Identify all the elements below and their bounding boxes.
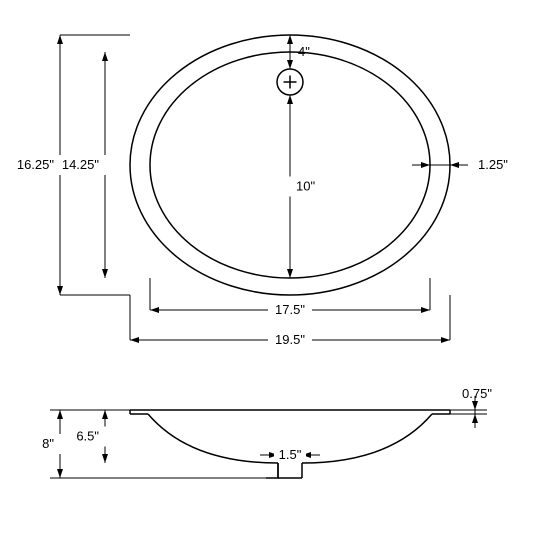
dim-label: 16.25" xyxy=(17,157,55,172)
dim-label: 0.75" xyxy=(462,386,492,401)
dim-label: 1.25" xyxy=(478,157,508,172)
bowl-left xyxy=(148,414,278,463)
dim-label: 10" xyxy=(296,179,315,194)
dim-label: 14.25" xyxy=(62,157,100,172)
dim-label: 8" xyxy=(42,436,54,451)
dim-label: 6.5" xyxy=(76,429,99,444)
dim-label: 1.5" xyxy=(279,447,302,462)
dim-label: 17.5" xyxy=(275,302,305,317)
dim-label: 19.5" xyxy=(275,332,305,347)
bowl-right xyxy=(302,414,432,463)
dim-label: 4" xyxy=(298,44,310,59)
